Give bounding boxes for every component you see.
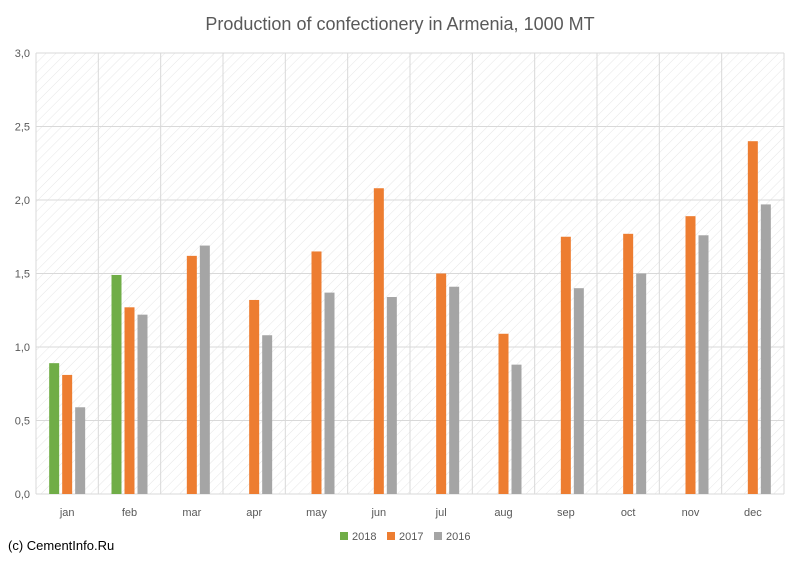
bar-2017-dec [747,141,758,494]
source-credit: (c) CementInfo.Ru [8,538,115,553]
bar-2018-feb [111,274,122,494]
bar-2016-feb [137,314,148,494]
legend-label-2017: 2017 [399,531,423,543]
bar-2016-jul [449,286,460,494]
y-tick-label: 1,5 [15,269,30,281]
x-tick-label: mar [182,507,201,519]
bar-2016-dec [760,204,771,494]
legend-label-2016: 2016 [446,531,470,543]
bar-2017-jul [436,273,447,494]
bar-2016-jun [386,297,397,494]
x-tick-label: may [306,507,327,519]
y-tick-label: 1,0 [15,342,30,354]
bar-2017-sep [560,236,571,494]
y-tick-label: 2,0 [15,195,30,207]
bar-2017-aug [498,333,509,494]
bar-2018-jan [49,363,60,494]
x-tick-label: dec [744,507,762,519]
x-tick-label: jan [59,507,75,519]
y-tick-label: 2,5 [15,122,30,134]
bar-2016-aug [511,364,522,494]
x-tick-label: jun [370,507,386,519]
y-tick-label: 0,5 [15,416,30,428]
bar-2017-oct [623,233,634,494]
legend-swatch-2018 [340,532,348,540]
x-tick-label: sep [557,507,575,519]
y-tick-label: 0,0 [15,489,30,501]
bar-2016-jan [75,407,86,494]
legend-swatch-2016 [434,532,442,540]
bar-2016-sep [573,288,584,494]
legend-swatch-2017 [387,532,395,540]
bar-2016-oct [636,273,647,494]
bar-2017-jan [62,374,73,494]
legend-label-2018: 2018 [352,531,376,543]
bar-2016-apr [262,335,273,494]
bar-2016-nov [698,235,709,494]
x-tick-label: jul [435,507,447,519]
x-tick-label: apr [246,507,262,519]
y-tick-label: 3,0 [15,48,30,60]
bar-2017-mar [186,255,197,494]
bar-2017-apr [249,299,260,494]
chart-title: Production of confectionery in Armenia, … [205,14,595,34]
x-tick-label: aug [494,507,512,519]
bar-2017-jun [373,188,384,495]
bar-2016-mar [199,245,210,494]
x-tick-label: nov [682,507,700,519]
bar-2017-nov [685,216,696,495]
x-tick-label: feb [122,507,137,519]
bar-2017-may [311,251,322,494]
x-tick-label: oct [621,507,636,519]
bar-2017-feb [124,307,135,494]
bar-2016-may [324,292,335,494]
